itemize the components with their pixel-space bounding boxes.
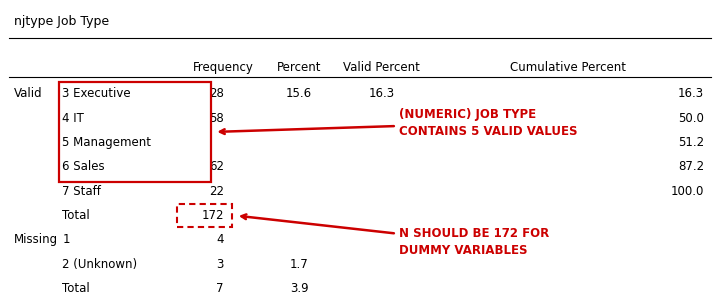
Text: 87.2: 87.2 [678,160,704,173]
Bar [59,82,211,182]
Text: 22: 22 [209,185,224,198]
Text: 4: 4 [216,233,224,246]
Text: 15.6: 15.6 [286,87,312,101]
Text: 50.0: 50.0 [678,112,704,125]
Text: Total: Total [63,282,90,295]
Text: 1: 1 [63,233,70,246]
Bar [177,204,233,227]
Text: 3 Executive: 3 Executive [63,87,131,101]
Text: 6 Sales: 6 Sales [63,160,105,173]
Text: Percent: Percent [276,61,321,74]
Text: 1.7: 1.7 [289,258,308,271]
Text: Missing: Missing [14,233,58,246]
Text: Valid Percent: Valid Percent [343,61,420,74]
Text: (NUMERIC) JOB TYPE
CONTAINS 5 VALID VALUES: (NUMERIC) JOB TYPE CONTAINS 5 VALID VALU… [220,108,578,138]
Text: 51.2: 51.2 [678,136,704,149]
Text: 100.0: 100.0 [671,185,704,198]
Text: 7 Staff: 7 Staff [63,185,102,198]
Text: 2 (Unknown): 2 (Unknown) [63,258,138,271]
Text: 28: 28 [209,87,224,101]
Text: njtype Job Type: njtype Job Type [14,15,109,28]
Text: 5 Management: 5 Management [63,136,151,149]
Text: 7: 7 [216,282,224,295]
Text: Cumulative Percent: Cumulative Percent [510,61,626,74]
Text: 4 IT: 4 IT [63,112,84,125]
Text: 58: 58 [209,112,224,125]
Text: Frequency: Frequency [193,61,254,74]
Text: 3.9: 3.9 [289,282,308,295]
Text: Valid: Valid [14,87,43,101]
Text: 16.3: 16.3 [678,87,704,101]
Text: 16.3: 16.3 [369,87,395,101]
Text: N SHOULD BE 172 FOR
DUMMY VARIABLES: N SHOULD BE 172 FOR DUMMY VARIABLES [241,214,549,257]
Text: 62: 62 [209,160,224,173]
Text: Total: Total [63,209,90,222]
Text: 172: 172 [201,209,224,222]
Text: 3: 3 [216,258,224,271]
